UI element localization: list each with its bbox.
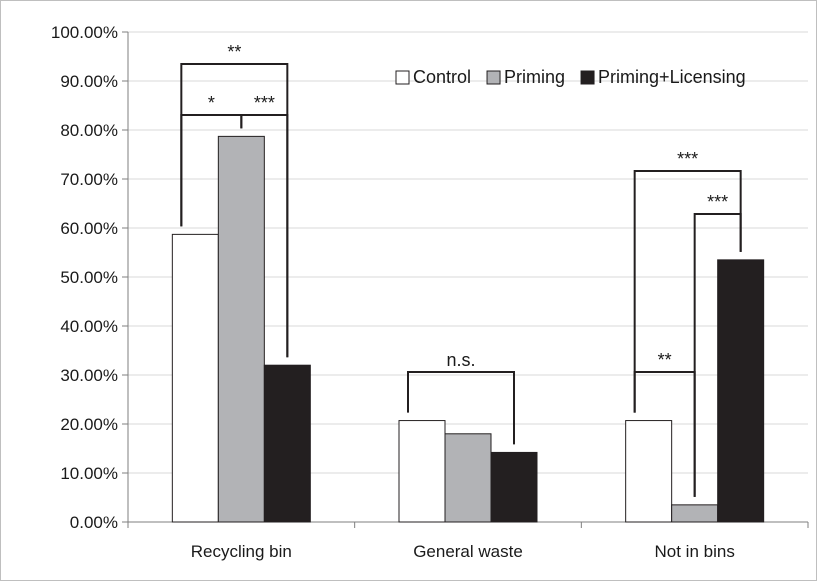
bar-priming (671, 504, 719, 523)
significance-label: *** (707, 192, 728, 212)
legend: Control Priming Priming+Licensing (395, 67, 746, 87)
category-label: General waste (413, 542, 523, 561)
y-tick-label: 20.00% (60, 415, 118, 434)
bar-control (625, 420, 673, 523)
category-label: Recycling bin (191, 542, 292, 561)
significance-label: ** (658, 350, 672, 370)
y-tick-label: 100.00% (51, 23, 118, 42)
bar-priming (217, 135, 265, 523)
category-label: Not in bins (655, 542, 735, 561)
bar-control (398, 420, 446, 523)
y-tick-label: 10.00% (60, 464, 118, 483)
significance-label: *** (677, 149, 698, 169)
legend-swatch (580, 70, 595, 85)
legend-label: Priming (504, 67, 565, 87)
y-tick-label: 50.00% (60, 268, 118, 287)
legend-swatch (395, 70, 410, 85)
legend-label: Priming+Licensing (598, 67, 746, 87)
bar-priming-licensing (717, 259, 765, 523)
bar-priming (444, 433, 492, 523)
bars (171, 135, 765, 523)
significance-brackets: ******n.s.******** (180, 42, 742, 497)
legend-label: Control (413, 67, 471, 87)
bar-priming-licensing (490, 451, 538, 523)
y-tick-label: 30.00% (60, 366, 118, 385)
significance-bracket (633, 371, 696, 497)
y-tick-label: 0.00% (70, 513, 118, 532)
significance-bracket (693, 213, 742, 497)
significance-label: * (208, 93, 215, 113)
y-tick-label: 80.00% (60, 121, 118, 140)
significance-bracket (633, 170, 742, 413)
significance-label: *** (254, 93, 275, 113)
significance-bracket (407, 371, 515, 445)
bar-priming-licensing (263, 364, 311, 523)
significance-label: n.s. (446, 350, 475, 370)
y-tick-label: 90.00% (60, 72, 118, 91)
y-tick-label: 40.00% (60, 317, 118, 336)
bar-control (171, 233, 219, 523)
significance-label: ** (227, 42, 241, 62)
y-tick-label: 60.00% (60, 219, 118, 238)
y-tick-label: 70.00% (60, 170, 118, 189)
legend-swatch (486, 70, 501, 85)
significance-bracket (180, 114, 243, 227)
